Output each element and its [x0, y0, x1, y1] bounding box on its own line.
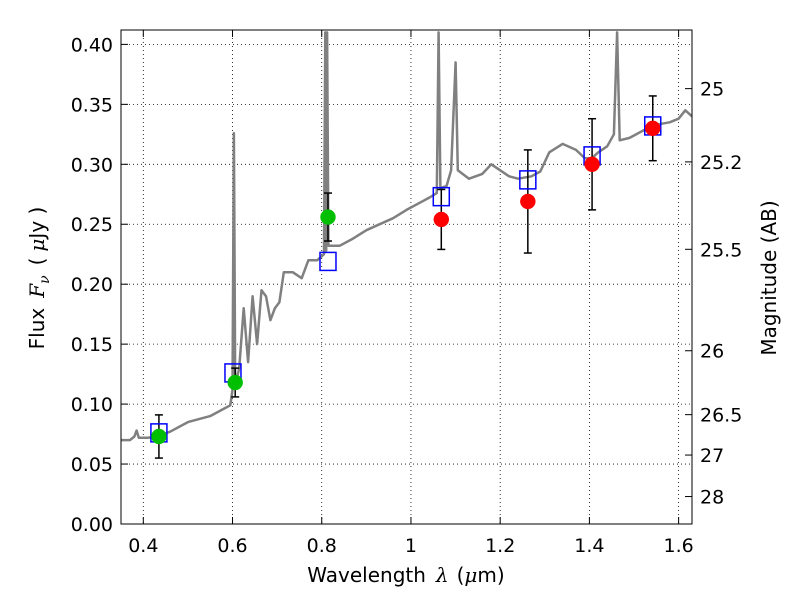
- model-photometry-square: [319, 251, 337, 272]
- right-tick-label: 26: [700, 341, 724, 363]
- model-photometry-square: [519, 170, 537, 190]
- right-tick-label: 25.5: [700, 239, 742, 261]
- right-tick-label: 25: [700, 79, 724, 101]
- right-tick-label: 25.2: [700, 152, 742, 174]
- observed-optical-point: [320, 209, 336, 225]
- x-tick-label: 1.4: [574, 535, 604, 557]
- y-tick-label: 0.40: [71, 34, 113, 56]
- y-tick-label: 0.35: [71, 94, 113, 116]
- x-tick-label: 0.8: [307, 535, 337, 557]
- y-tick-label: 0.15: [71, 334, 113, 356]
- observed-nir-point: [644, 120, 661, 137]
- observed-nir-point: [433, 211, 450, 228]
- observed-optical-point: [151, 428, 167, 445]
- y-tick-label: 0.00: [71, 514, 113, 536]
- model-photometry-square: [432, 186, 451, 207]
- y-tick-label: 0.05: [71, 454, 113, 476]
- y-tick-label: 0.25: [71, 214, 113, 236]
- observed-nir-point: [520, 193, 536, 210]
- y-axis-label: FluxFν(μJy ): [25, 207, 53, 350]
- observed-nir-point: [584, 156, 600, 173]
- plot-area: [121, 31, 692, 459]
- right-tick-label: 28: [700, 487, 724, 509]
- x-tick-label: 0.4: [128, 535, 158, 557]
- right-tick-label: 26.5: [700, 405, 742, 427]
- y-tick-label: 0.20: [71, 274, 113, 296]
- x-tick-label: 0.6: [217, 535, 247, 557]
- y-tick-label: 0.30: [71, 154, 113, 176]
- observed-optical-point: [227, 374, 243, 391]
- right-axis-label: Magnitude (AB): [757, 200, 781, 355]
- plot-frame: [120, 29, 693, 525]
- x-tick-label: 1: [405, 535, 417, 557]
- right-tick-label: 27: [700, 445, 724, 467]
- y-tick-label: 0.10: [71, 394, 113, 416]
- x-tick-label: 1.6: [664, 535, 694, 557]
- axis-ticks: 0.4 0.6 0.8 1 1.2 1.4 1.6 0.00 0.05 0.10 0.15 0.20 0…: [71, 30, 742, 557]
- x-tick-label: 1.2: [485, 535, 515, 557]
- x-axis-label: Wavelength λ (μm): [307, 563, 504, 587]
